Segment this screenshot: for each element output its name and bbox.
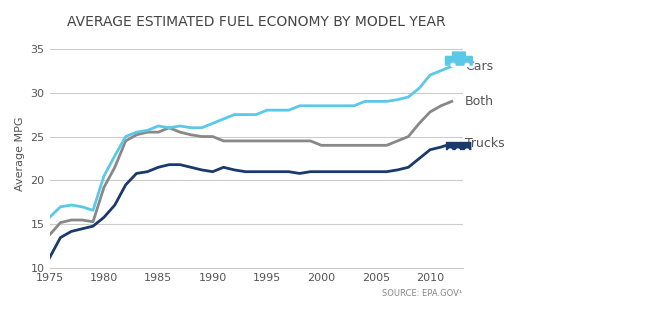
Y-axis label: Average MPG: Average MPG [15, 117, 25, 191]
Circle shape [465, 63, 469, 67]
Text: Trucks: Trucks [465, 137, 504, 150]
Text: SOURCE: EPA.GOV¹: SOURCE: EPA.GOV¹ [382, 289, 463, 298]
Circle shape [465, 149, 469, 152]
Text: Cars: Cars [465, 60, 493, 73]
Circle shape [456, 149, 460, 152]
Title: AVERAGE ESTIMATED FUEL ECONOMY BY MODEL YEAR: AVERAGE ESTIMATED FUEL ECONOMY BY MODEL … [67, 15, 445, 29]
FancyBboxPatch shape [445, 56, 473, 66]
FancyBboxPatch shape [460, 142, 471, 150]
Circle shape [448, 149, 452, 152]
FancyBboxPatch shape [446, 142, 461, 150]
Circle shape [451, 63, 455, 67]
FancyBboxPatch shape [452, 51, 466, 58]
Text: Both: Both [465, 95, 494, 108]
